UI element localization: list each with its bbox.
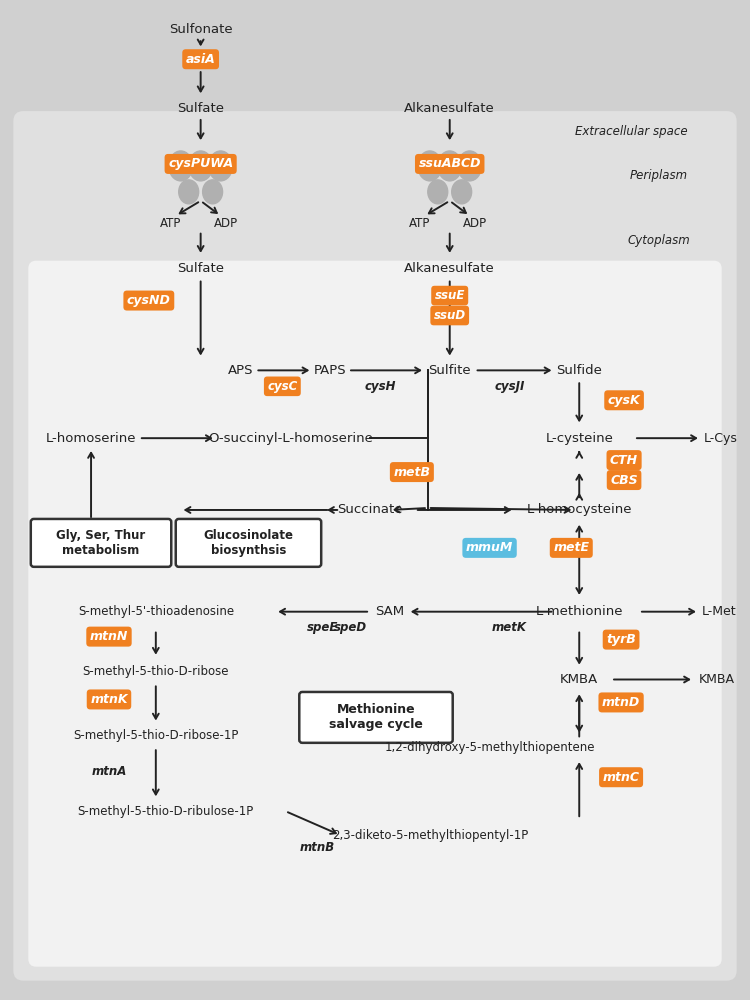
Text: Succinate: Succinate bbox=[338, 503, 403, 516]
Text: metE: metE bbox=[554, 541, 590, 554]
Text: Alkanesulfate: Alkanesulfate bbox=[404, 102, 495, 115]
Text: cysJI: cysJI bbox=[494, 380, 525, 393]
Text: tyrB: tyrB bbox=[606, 633, 636, 646]
Text: cysC: cysC bbox=[267, 380, 298, 393]
Ellipse shape bbox=[452, 180, 472, 204]
Text: S-methyl-5-thio-D-ribose: S-methyl-5-thio-D-ribose bbox=[82, 665, 229, 678]
Text: L-cysteine: L-cysteine bbox=[545, 432, 614, 445]
Ellipse shape bbox=[178, 180, 199, 204]
FancyBboxPatch shape bbox=[176, 519, 321, 567]
Text: Sulfate: Sulfate bbox=[177, 102, 224, 115]
Text: Extracellular space: Extracellular space bbox=[574, 125, 687, 138]
Text: KMBA: KMBA bbox=[560, 673, 598, 686]
Text: Glucosinolate
biosynthsis: Glucosinolate biosynthsis bbox=[203, 529, 293, 557]
Text: mtnC: mtnC bbox=[602, 771, 640, 784]
FancyBboxPatch shape bbox=[299, 692, 453, 743]
Text: speE: speE bbox=[307, 621, 338, 634]
Text: ssuABCD: ssuABCD bbox=[419, 157, 481, 170]
Text: CBS: CBS bbox=[610, 474, 638, 487]
Ellipse shape bbox=[418, 151, 442, 181]
Text: speD: speD bbox=[334, 621, 367, 634]
Text: Sulfate: Sulfate bbox=[177, 262, 224, 275]
Text: ADP: ADP bbox=[214, 217, 238, 230]
Text: mtnB: mtnB bbox=[299, 841, 334, 854]
Text: L-homoserine: L-homoserine bbox=[46, 432, 136, 445]
Text: ssuD: ssuD bbox=[433, 309, 466, 322]
Text: L-methionine: L-methionine bbox=[536, 605, 623, 618]
Text: Sulfide: Sulfide bbox=[556, 364, 602, 377]
Ellipse shape bbox=[169, 151, 193, 181]
Text: ATP: ATP bbox=[160, 217, 182, 230]
Text: Sulfonate: Sulfonate bbox=[169, 23, 232, 36]
Ellipse shape bbox=[427, 180, 448, 204]
Text: asiA: asiA bbox=[186, 53, 215, 66]
Ellipse shape bbox=[458, 151, 482, 181]
FancyBboxPatch shape bbox=[13, 111, 736, 981]
Text: mmuM: mmuM bbox=[466, 541, 513, 554]
Text: 2,3-diketo-5-methylthiopentyl-1P: 2,3-diketo-5-methylthiopentyl-1P bbox=[332, 829, 528, 842]
Text: cysPUWA: cysPUWA bbox=[168, 157, 233, 170]
Text: Methionine
salvage cycle: Methionine salvage cycle bbox=[329, 703, 423, 731]
Text: S-methyl-5'-thioadenosine: S-methyl-5'-thioadenosine bbox=[78, 605, 234, 618]
Text: SAM: SAM bbox=[376, 605, 404, 618]
Text: 1,2-dihydroxy-5-methylthiopentene: 1,2-dihydroxy-5-methylthiopentene bbox=[384, 741, 595, 754]
Text: mtnK: mtnK bbox=[90, 693, 128, 706]
Ellipse shape bbox=[202, 180, 223, 204]
Text: L-homocysteine: L-homocysteine bbox=[526, 503, 632, 516]
Text: Gly, Ser, Thur
metabolism: Gly, Ser, Thur metabolism bbox=[56, 529, 146, 557]
Text: O-succinyl-L-homoserine: O-succinyl-L-homoserine bbox=[208, 432, 373, 445]
Ellipse shape bbox=[189, 151, 212, 181]
Text: L-Met: L-Met bbox=[701, 605, 736, 618]
Text: Alkanesulfate: Alkanesulfate bbox=[404, 262, 495, 275]
Text: Cytoplasm: Cytoplasm bbox=[628, 234, 690, 247]
Text: ADP: ADP bbox=[463, 217, 487, 230]
Text: mtnD: mtnD bbox=[602, 696, 640, 709]
Text: Sulfite: Sulfite bbox=[428, 364, 471, 377]
Text: metB: metB bbox=[393, 466, 430, 479]
Text: ssuE: ssuE bbox=[434, 289, 465, 302]
Ellipse shape bbox=[209, 151, 232, 181]
FancyBboxPatch shape bbox=[28, 261, 722, 967]
Text: cysND: cysND bbox=[127, 294, 171, 307]
Text: metK: metK bbox=[492, 621, 527, 634]
Text: cysK: cysK bbox=[608, 394, 640, 407]
FancyBboxPatch shape bbox=[31, 519, 171, 567]
Ellipse shape bbox=[438, 151, 462, 181]
Text: CTH: CTH bbox=[610, 454, 638, 467]
Text: APS: APS bbox=[228, 364, 254, 377]
Text: S-methyl-5-thio-D-ribulose-1P: S-methyl-5-thio-D-ribulose-1P bbox=[78, 805, 254, 818]
Text: PAPS: PAPS bbox=[314, 364, 346, 377]
Text: Periplasm: Periplasm bbox=[630, 169, 688, 182]
Text: KMBA: KMBA bbox=[699, 673, 735, 686]
Text: S-methyl-5-thio-D-ribose-1P: S-methyl-5-thio-D-ribose-1P bbox=[74, 729, 238, 742]
Text: mtnA: mtnA bbox=[92, 765, 127, 778]
Text: L-Cys: L-Cys bbox=[704, 432, 738, 445]
Text: cysH: cysH bbox=[364, 380, 396, 393]
Text: mtnN: mtnN bbox=[90, 630, 128, 643]
Text: ATP: ATP bbox=[410, 217, 430, 230]
